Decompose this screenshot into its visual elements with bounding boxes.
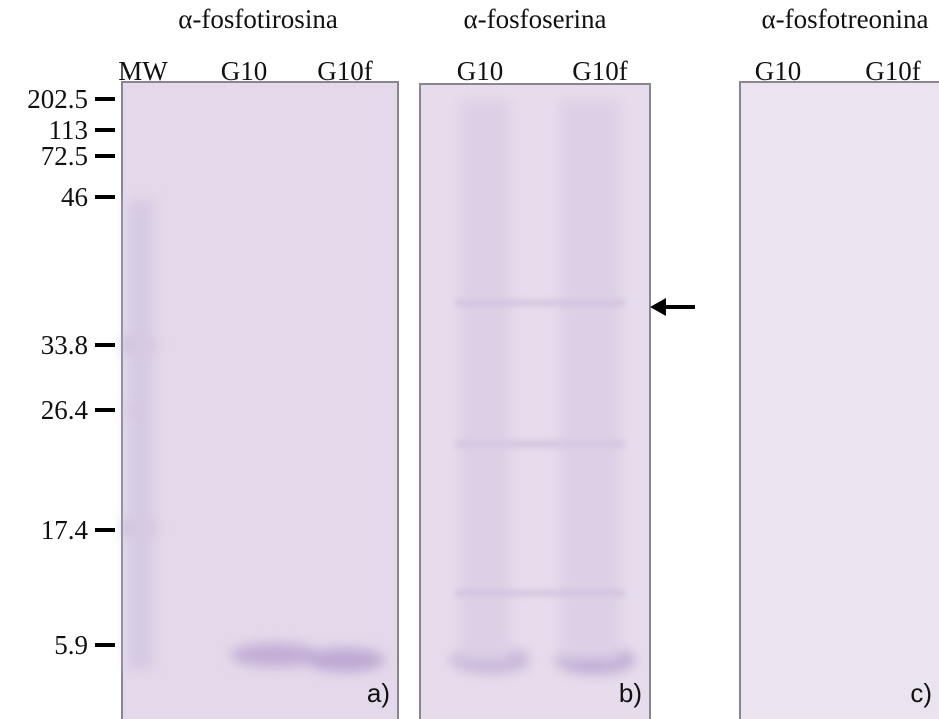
panel-title: α-fosfoserina: [463, 4, 606, 34]
panel-title: α-fosfotirosina: [178, 4, 338, 34]
lane-label: G10f: [317, 56, 373, 86]
panel-label: c): [910, 678, 932, 708]
panel-title: α-fosfotreonina: [761, 4, 928, 34]
lane-label: MW: [118, 56, 168, 86]
marker-label: 33.8: [41, 330, 88, 360]
marker-label: 72.5: [41, 141, 88, 171]
panel-label: a): [367, 678, 390, 708]
blot-membrane: [122, 82, 398, 719]
panel-label: b): [619, 678, 642, 708]
lane-label: G10: [457, 56, 504, 86]
arrow: [650, 298, 695, 316]
lane-label: G10f: [572, 56, 628, 86]
lane-label: G10: [755, 56, 802, 86]
marker-label: 46: [61, 182, 88, 212]
lane-label: G10f: [865, 56, 921, 86]
blot-membrane: [740, 82, 939, 719]
figure: α-fosfotirosina MW G10 G10f a) α-fosfoserina G…: [0, 0, 939, 719]
marker-label: 202.5: [27, 84, 88, 114]
marker-label: 17.4: [41, 515, 89, 545]
marker-label: 26.4: [41, 395, 89, 425]
lane-label: G10: [221, 56, 268, 86]
marker-label: 5.9: [54, 630, 88, 660]
